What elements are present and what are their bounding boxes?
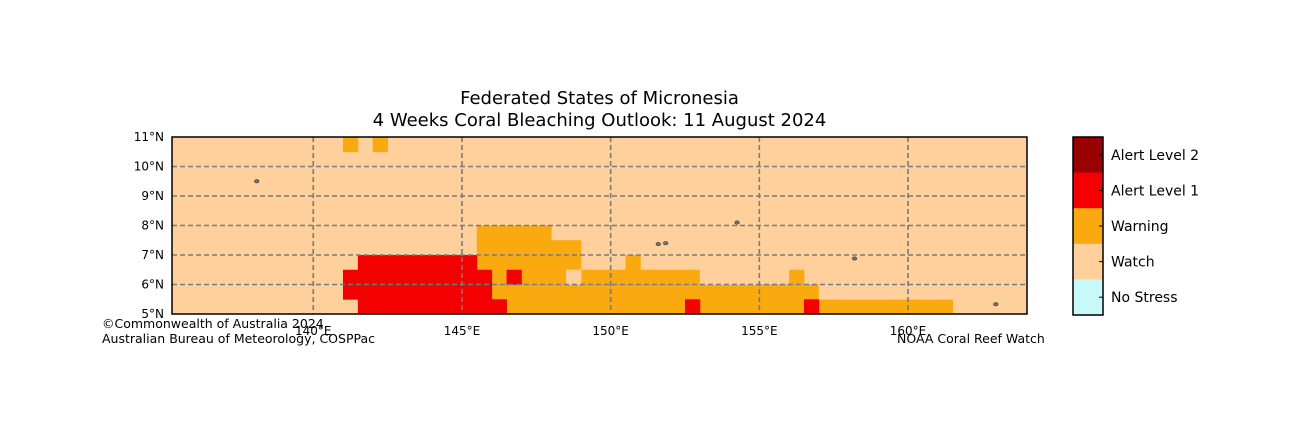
- y-tick-label: 8°N: [141, 219, 164, 233]
- cell-watch: [818, 284, 1028, 300]
- cell-watch: [699, 269, 760, 285]
- x-tick-label: 150°E: [592, 324, 629, 338]
- legend-frame: [1072, 136, 1104, 316]
- cell-warning: [476, 225, 493, 241]
- gridlines: [172, 137, 1027, 314]
- y-tick-label: 7°N: [141, 248, 164, 262]
- cell-watch: [566, 269, 582, 285]
- x-tick-label: 160°E: [890, 324, 927, 338]
- islands: [254, 179, 999, 307]
- cell-alert1: [357, 299, 507, 315]
- cell-warning: [506, 299, 954, 315]
- map-subtitle: 4 Weeks Coral Bleaching Outlook: 11 Augu…: [372, 110, 827, 131]
- island: [851, 256, 858, 261]
- cell-alert1: [343, 269, 493, 285]
- cell-alert1: [685, 299, 701, 315]
- island: [993, 302, 999, 307]
- cell-warning: [625, 255, 641, 271]
- legend-label-warning: Warning: [1111, 219, 1169, 235]
- legend-swatch-nostress: [1073, 279, 1103, 316]
- y-tick-label: 5°N: [141, 307, 164, 321]
- cell-alert1: [343, 284, 493, 300]
- cell-warning: [491, 269, 567, 285]
- cell-warning: [476, 240, 582, 256]
- legend-swatch-alert2: [1073, 137, 1103, 173]
- map-title: Federated States of Micronesia: [460, 88, 739, 109]
- credit-commonwealth: ©Commonwealth of Australia 2024: [102, 316, 324, 331]
- colorbar-legend: Alert Level 2 Alert Level 1 Warning Watch No…: [1072, 136, 1199, 316]
- cell-warning: [789, 269, 805, 285]
- x-tick-label: 145°E: [444, 324, 481, 338]
- legend-label-watch: Watch: [1111, 255, 1155, 271]
- legend-swatch-watch: [1073, 243, 1103, 280]
- plot-frame: [171, 136, 1028, 315]
- legend-swatch-alert1: [1073, 172, 1103, 209]
- axes: 140°E 145°E 150°E 155°E 160°E 5°N 6°N 7°N 8°N 9°N…: [134, 130, 1028, 338]
- cell-warning: [491, 284, 820, 300]
- cell-warning: [580, 269, 701, 285]
- island: [663, 241, 669, 246]
- y-tick-label: 11°N: [134, 130, 164, 144]
- island: [734, 220, 740, 225]
- cell-warning: [491, 225, 552, 241]
- x-tick-label: 140°E: [295, 324, 332, 338]
- cell-warning: [343, 137, 359, 153]
- y-tick-label: 6°N: [141, 278, 164, 292]
- legend-swatch-warning: [1073, 208, 1103, 245]
- cell-warning: [476, 255, 582, 271]
- x-tick-label: 155°E: [741, 324, 778, 338]
- legend-label-alert2: Alert Level 2: [1111, 148, 1199, 164]
- cell-alert1: [506, 269, 522, 285]
- cell-alert1: [803, 299, 820, 315]
- island: [655, 242, 661, 247]
- cell-warning: [372, 137, 389, 153]
- credit-noaa: NOAA Coral Reef Watch: [897, 331, 1045, 346]
- cell-alert1: [357, 255, 478, 271]
- y-tick-label: 9°N: [141, 189, 164, 203]
- legend-label-nostress: No Stress: [1111, 290, 1178, 306]
- island: [254, 179, 260, 184]
- credit-bom: Australian Bureau of Meteorology, COSPPa…: [102, 331, 375, 346]
- y-tick-label: 10°N: [134, 160, 164, 174]
- legend-label-alert1: Alert Level 1: [1111, 183, 1199, 199]
